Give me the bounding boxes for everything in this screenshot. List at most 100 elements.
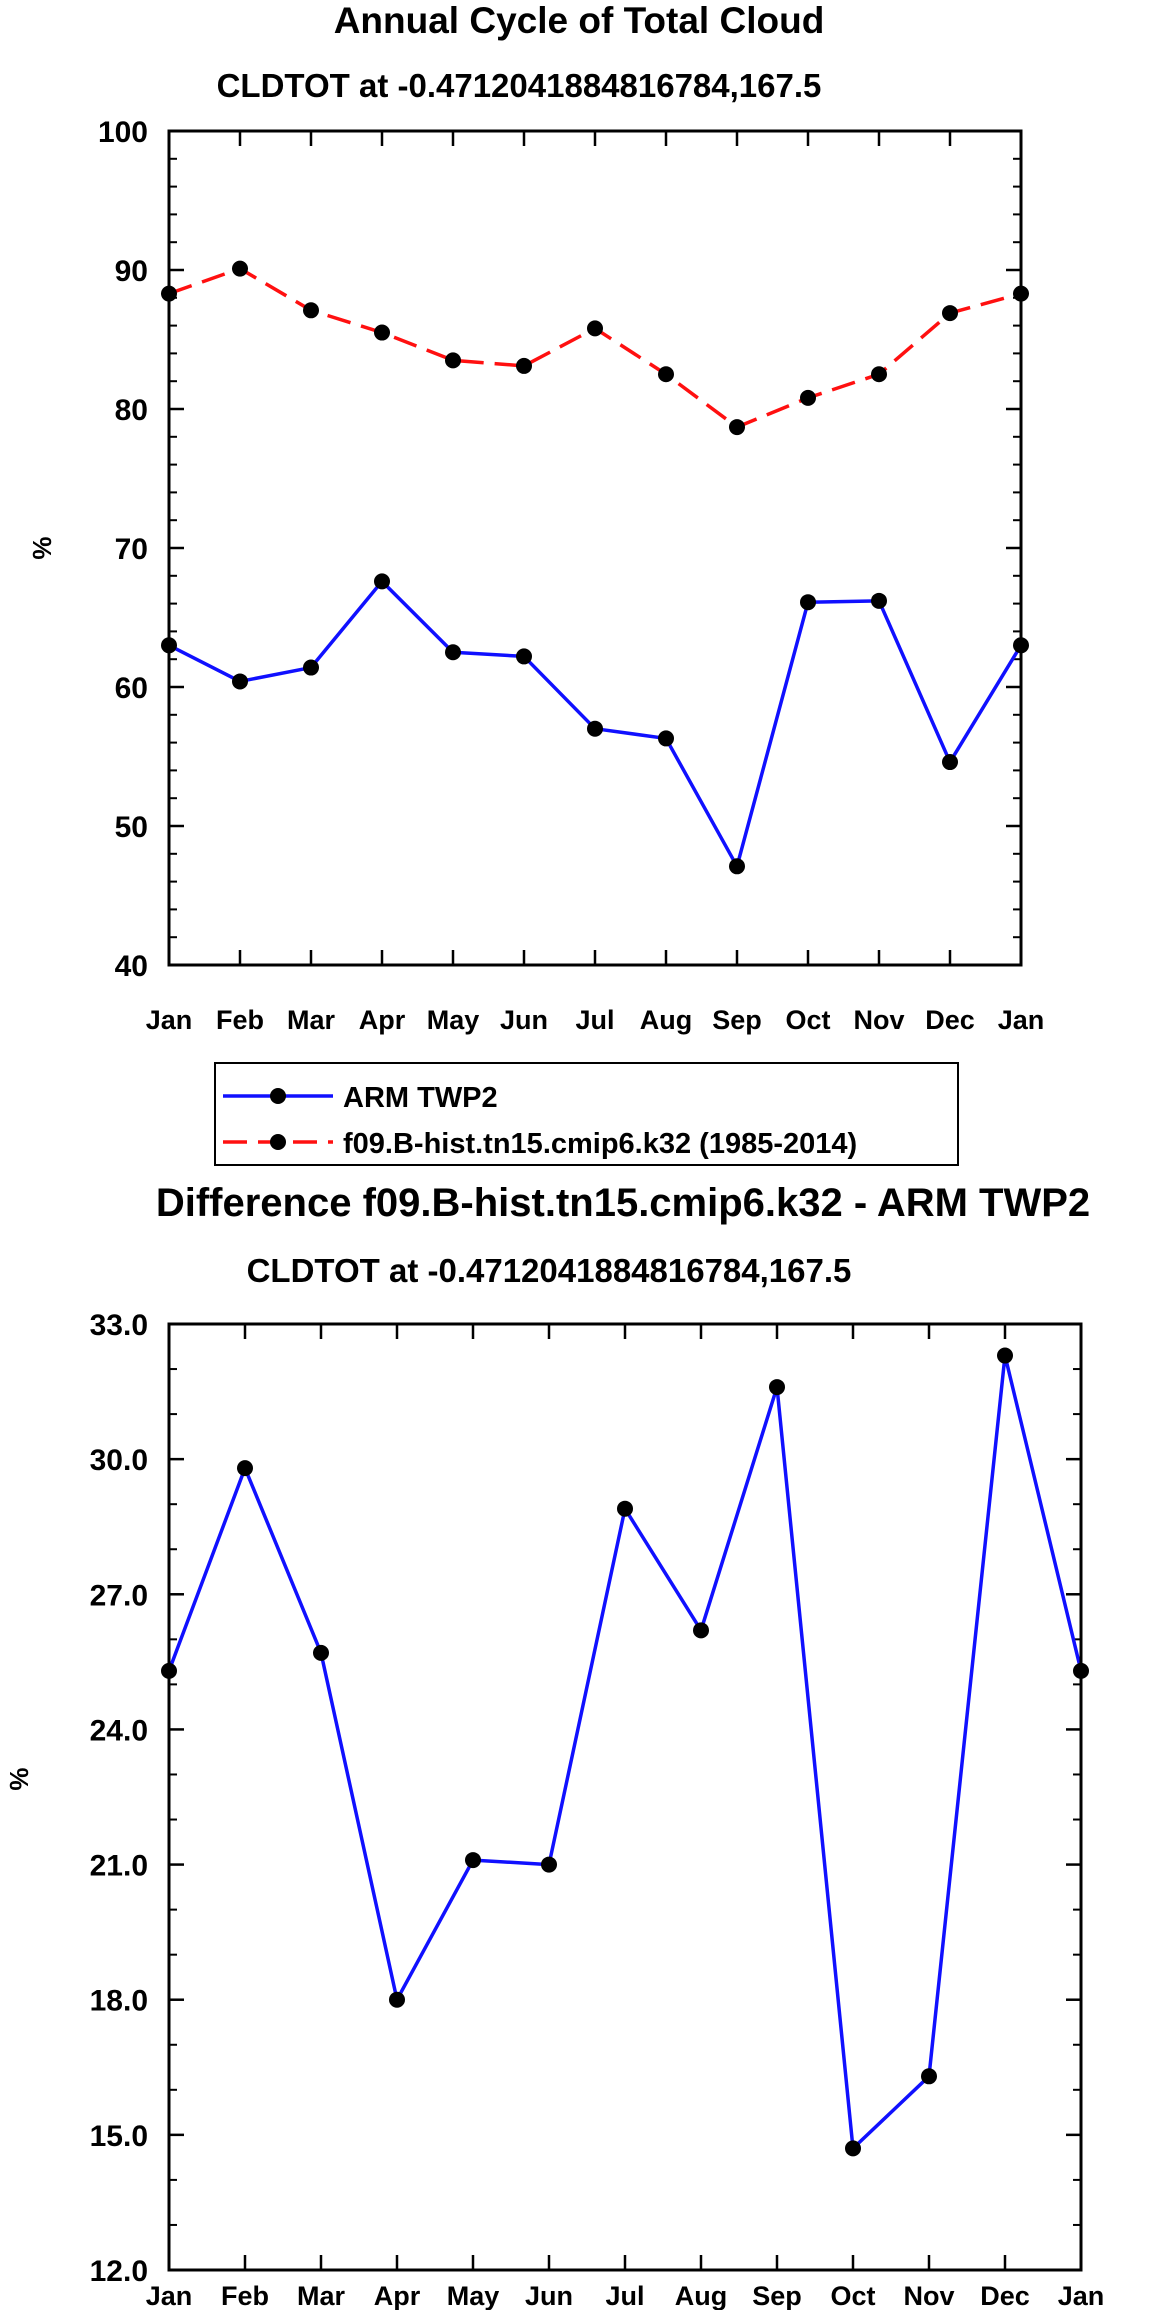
data-point-s0-1: [232, 673, 248, 690]
x-tick-label-mar: Mar: [297, 2281, 346, 2310]
x-tick-label-aug: Aug: [675, 2281, 727, 2310]
data-point-s1-4: [445, 352, 461, 369]
series-line-1: [168, 266, 1022, 429]
y-tick-label: 30.0: [90, 1444, 148, 1477]
legend-box: [214, 1062, 959, 1166]
chart1-ylabel: %: [27, 536, 57, 559]
y-tick-label: 15.0: [90, 2120, 148, 2153]
data-point-s1-1: [232, 260, 248, 277]
series-line-0: [167, 1353, 1083, 2151]
data-point-s1-2: [303, 302, 319, 319]
x-tick-label-may: May: [427, 1005, 480, 1035]
y-tick-label: 50: [115, 811, 148, 844]
x-tick-label-jun: Jun: [525, 2281, 573, 2310]
data-point-s0-4: [465, 1852, 481, 1869]
chart1-series: [168, 266, 1023, 869]
y-tick-label: 70: [115, 533, 148, 566]
x-tick-label-jul: Jul: [605, 2281, 644, 2310]
y-tick-label: 21.0: [90, 1850, 148, 1883]
chart2-plot-frame: [167, 1322, 1083, 2272]
y-tick-label: 40: [115, 950, 148, 983]
y-tick-label: 18.0: [90, 1985, 148, 2018]
x-tick-label-jan: Jan: [146, 1005, 193, 1035]
data-point-s0-11: [942, 754, 958, 771]
data-point-s1-11: [942, 305, 958, 322]
y-tick-label: 27.0: [90, 1579, 148, 1612]
data-point-s0-7: [658, 730, 674, 747]
x-tick-label-oct: Oct: [830, 2281, 875, 2310]
chart-difference: Difference f09.B-hist.tn15.cmip6.k32 - A…: [4, 1181, 1105, 2311]
x-tick-label-jul: Jul: [575, 1005, 614, 1035]
chart2-x-tick-labels: Jan Feb Mar Apr May Jun Jul Aug Sep Oct Nov Dec Jan: [146, 2281, 1105, 2311]
data-point-s0-9: [845, 2140, 861, 2157]
data-point-s0-5: [541, 1856, 557, 1873]
y-tick-label: 12.0: [90, 2255, 148, 2288]
chart2-title: Difference f09.B-hist.tn15.cmip6.k32 - A…: [156, 1181, 1090, 1225]
legend-marker-arm: [270, 1088, 286, 1104]
x-tick-label-sep: Sep: [752, 2281, 802, 2310]
y-tick-label: 80: [115, 394, 148, 427]
chart2-series: [167, 1353, 1083, 2151]
chart1-markers: [161, 260, 1029, 875]
data-point-s1-3: [374, 324, 390, 341]
x-tick-label-oct: Oct: [785, 1005, 830, 1035]
data-point-s1-5: [516, 357, 532, 374]
legend-label-arm: ARM TWP2: [343, 1082, 498, 1114]
x-tick-label-mar: Mar: [287, 1005, 336, 1035]
chart1-y-tick-labels: 40 50 60 70 80 90 100: [98, 116, 148, 983]
chart2-subtitle: CLDTOT at -0.4712041884816784,167.5: [247, 1252, 852, 1289]
y-tick-label: 100: [98, 116, 148, 149]
chart1-ticks: [167, 129, 1023, 967]
data-point-s1-6: [587, 320, 603, 337]
y-tick-label: 90: [115, 255, 148, 288]
chart2-ticks: [167, 1322, 1083, 2272]
y-tick-label: 60: [115, 672, 148, 705]
x-tick-label-nov: Nov: [853, 1005, 904, 1035]
data-point-s0-5: [516, 648, 532, 665]
y-tick-label: 33.0: [90, 1309, 148, 1342]
chart1-subtitle: CLDTOT at -0.4712041884816784,167.5: [217, 67, 822, 104]
data-point-s1-8: [729, 419, 745, 436]
x-tick-label-feb: Feb: [216, 1005, 264, 1035]
chart1-title: Annual Cycle of Total Cloud: [334, 0, 825, 41]
data-point-s0-10: [871, 592, 887, 609]
chart1-legend: ARM TWP2 f09.B-hist.tn15.cmip6.k32 (1985…: [214, 1062, 959, 1166]
chart2-markers: [161, 1347, 1089, 2157]
x-tick-label-feb: Feb: [221, 2281, 269, 2310]
x-tick-label-jun: Jun: [500, 1005, 548, 1035]
data-point-s0-7: [693, 1622, 709, 1639]
x-tick-label-may: May: [447, 2281, 500, 2310]
data-point-s0-2: [303, 659, 319, 676]
chart1-x-tick-labels: Jan Feb Mar Apr May Jun Jul Aug Sep Oct Nov Dec Jan: [146, 1005, 1045, 1035]
data-point-s0-3: [389, 1991, 405, 2008]
data-point-s0-8: [769, 1379, 785, 1396]
x-tick-label-nov: Nov: [903, 2281, 954, 2310]
x-tick-label-apr: Apr: [374, 2281, 421, 2310]
data-point-s0-4: [445, 644, 461, 661]
chart-annual-cycle: Annual Cycle of Total Cloud CLDTOT at -0…: [27, 0, 1044, 1035]
data-point-s0-11: [997, 1347, 1013, 1364]
legend-marker-model: [270, 1134, 286, 1150]
x-tick-label-aug: Aug: [640, 1005, 692, 1035]
x-tick-label-sep: Sep: [712, 1005, 762, 1035]
x-tick-label-dec: Dec: [925, 1005, 975, 1035]
x-tick-label-apr: Apr: [359, 1005, 406, 1035]
data-point-s0-6: [587, 720, 603, 737]
x-tick-label-jan: Jan: [1058, 2281, 1105, 2310]
data-point-s0-1: [237, 1460, 253, 1477]
data-point-s0-9: [800, 594, 816, 611]
data-point-s0-8: [729, 858, 745, 875]
y-tick-label: 24.0: [90, 1714, 148, 1747]
data-point-s0-10: [921, 2068, 937, 2085]
data-point-s0-6: [617, 1500, 633, 1517]
chart2-ylabel: %: [4, 1767, 34, 1790]
x-tick-label-dec: Dec: [980, 2281, 1030, 2310]
data-point-s0-3: [374, 573, 390, 590]
data-point-s0-2: [313, 1644, 329, 1661]
chart2-y-tick-labels: 12.0 15.0 18.0 21.0 24.0 27.0 30.0 33.0: [90, 1309, 148, 2288]
data-point-s1-9: [800, 389, 816, 406]
data-point-s1-10: [871, 366, 887, 383]
x-tick-label-jan: Jan: [998, 1005, 1045, 1035]
